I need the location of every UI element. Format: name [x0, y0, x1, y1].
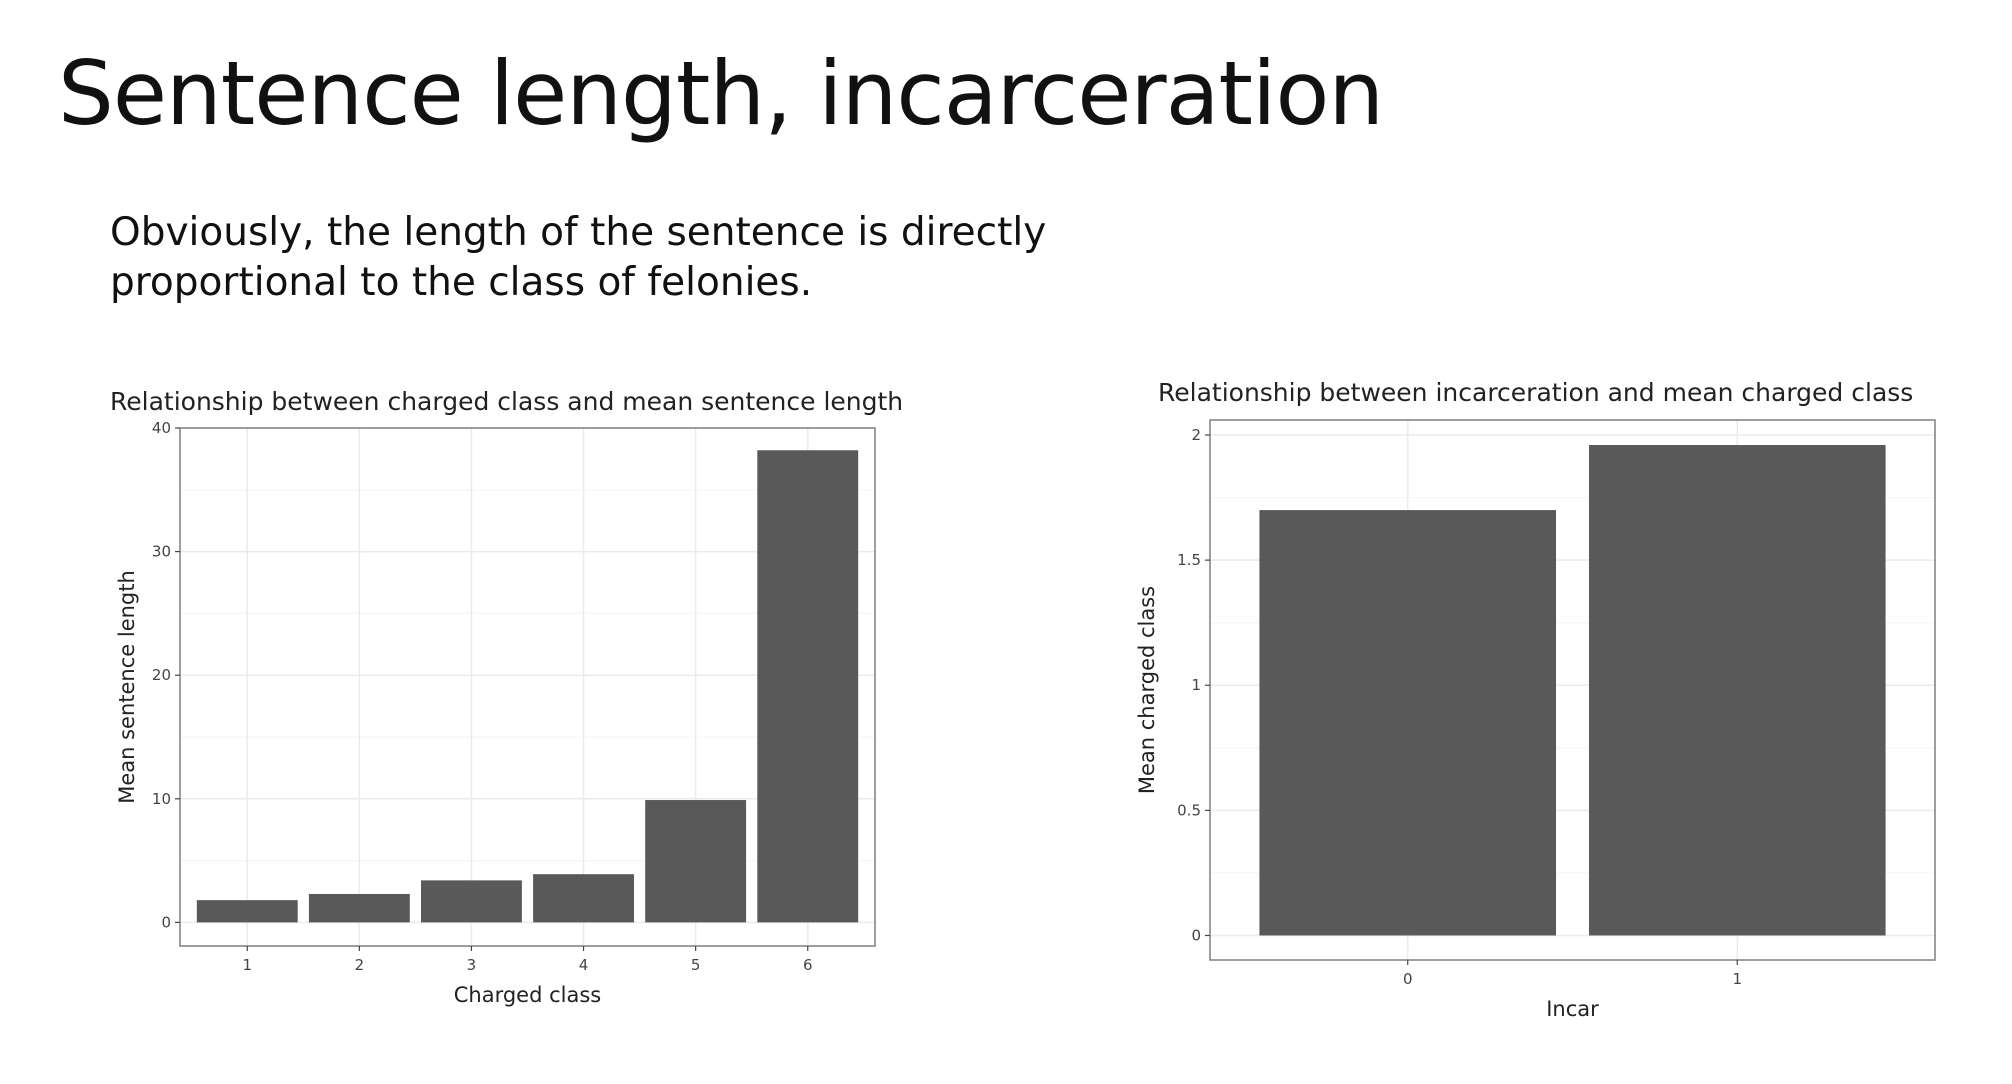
chart1-bar-1	[196, 900, 298, 923]
chart1-bar-3	[421, 880, 522, 923]
slide-body-text: Obviously, the length of the sentence is…	[110, 210, 1047, 305]
chart2-panel-border	[1209, 419, 1936, 961]
slide-title: Sentence length, incarceration	[58, 42, 1384, 145]
chart2-xtick-label: 0	[1403, 970, 1413, 988]
chart2-title: Relationship between incarceration and m…	[1158, 378, 1913, 407]
chart2-ytick-label: 2	[1191, 426, 1201, 444]
chart1-bar-5	[645, 800, 747, 923]
chart1-title: Relationship between charged class and m…	[110, 387, 903, 416]
chart2-ytick-label: 0	[1191, 926, 1201, 944]
chart1-xtick-label: 1	[242, 956, 252, 974]
chart1-xtick-label: 6	[803, 956, 813, 974]
chart1-ytick-label: 10	[152, 790, 171, 808]
chart2-bar-1	[1588, 445, 1886, 936]
chart2-ytick-label: 0.5	[1177, 801, 1201, 819]
chart1-panel-border	[179, 427, 876, 947]
chart2-xtick-label: 1	[1732, 970, 1742, 988]
chart1-bar-2	[308, 893, 410, 923]
chart2-y-axis-label: Mean charged class	[1135, 586, 1159, 794]
chart2-ytick-label: 1	[1191, 676, 1201, 694]
chart1-ytick-label: 0	[161, 913, 171, 931]
sentence-length-bar-chart: 0 10 20 30 40 1 2 3 4 5 6 Relationship between char…	[110, 387, 903, 1007]
chart1-bar-4	[533, 874, 634, 923]
incarceration-bar-chart: 0 0.5 1 1.5 2 0 1 Relationship between incarcer…	[1135, 378, 1936, 1021]
chart1-xtick-label: 2	[355, 956, 365, 974]
chart1-x-axis-label: Charged class	[454, 983, 602, 1007]
chart1-bar-6	[757, 450, 859, 923]
chart1-xtick-label: 3	[467, 956, 477, 974]
chart1-ytick-label: 20	[152, 666, 171, 684]
chart1-ytick-label: 40	[152, 419, 171, 437]
chart2-bar-0	[1259, 510, 1557, 936]
chart1-ytick-label: 30	[152, 543, 171, 561]
chart1-y-axis-label: Mean sentence length	[115, 570, 139, 804]
chart1-xtick-label: 4	[579, 956, 589, 974]
chart2-x-axis-label: Incar	[1546, 997, 1599, 1021]
chart1-xtick-label: 5	[691, 956, 701, 974]
chart2-ytick-label: 1.5	[1177, 551, 1201, 569]
